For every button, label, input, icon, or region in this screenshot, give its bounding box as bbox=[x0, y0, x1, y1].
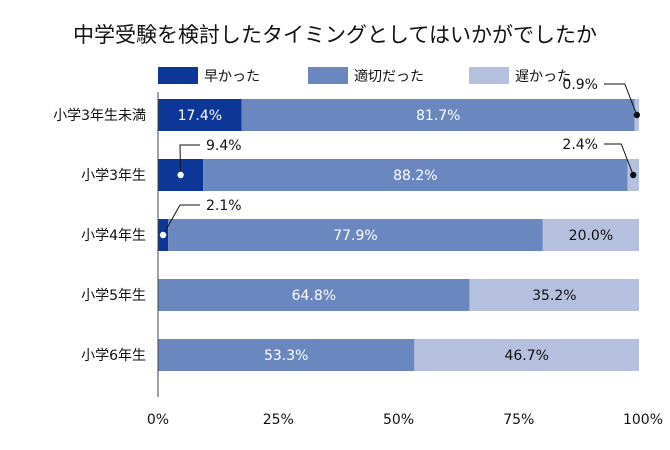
data-label: 20.0% bbox=[569, 228, 613, 244]
category-label: 小学3年生 bbox=[81, 168, 146, 184]
leader-dot bbox=[630, 171, 637, 179]
bar-segment bbox=[542, 219, 639, 251]
category-label: 小学6年生 bbox=[81, 348, 146, 364]
legend-swatch-2 bbox=[308, 67, 348, 84]
legend: 早かった 適切だった 遅かった bbox=[158, 67, 571, 85]
data-label: 0.9% bbox=[562, 77, 598, 93]
leader-dot bbox=[159, 231, 167, 239]
bar-segment bbox=[414, 339, 639, 371]
legend-label-2: 適切だった bbox=[354, 68, 424, 85]
data-label: 77.9% bbox=[333, 228, 377, 244]
bar-segment bbox=[241, 99, 635, 131]
legend-label-3: 遅かった bbox=[515, 69, 571, 85]
leader-dot bbox=[633, 111, 641, 119]
category-label: 小学5年生 bbox=[81, 288, 146, 304]
data-label: 17.4% bbox=[178, 108, 222, 124]
category-label: 小学4年生 bbox=[81, 228, 146, 244]
bar-segment bbox=[168, 219, 543, 251]
x-tick-label: 0% bbox=[147, 412, 169, 428]
x-tick-label: 25% bbox=[263, 412, 294, 428]
x-axis: 0% 25% 50% 75% 100% bbox=[147, 92, 663, 428]
data-label: 81.7% bbox=[416, 108, 460, 124]
leader-dot bbox=[177, 171, 184, 179]
data-label: 2.1% bbox=[206, 198, 242, 214]
data-label: 35.2% bbox=[532, 288, 576, 304]
chart-title: 中学受験を検討したタイミングとしてはいかがでしたか bbox=[73, 23, 597, 47]
annotations: 0.9% 9.4% 2.4% 2.1% bbox=[159, 77, 641, 239]
data-label: 46.7% bbox=[504, 348, 548, 364]
bar-segment bbox=[203, 159, 628, 191]
leader-line bbox=[604, 83, 638, 116]
leader-line bbox=[179, 144, 200, 176]
bar-segment bbox=[158, 279, 470, 311]
bar-segment bbox=[158, 339, 415, 371]
legend-swatch-1 bbox=[158, 67, 198, 84]
data-label: 64.8% bbox=[292, 288, 336, 304]
leader-line bbox=[162, 204, 200, 236]
bar-segment bbox=[158, 99, 242, 131]
data-label: 2.4% bbox=[562, 137, 598, 153]
legend-label-1: 早かった bbox=[204, 69, 260, 85]
legend-swatch-3 bbox=[469, 67, 509, 84]
leader-line bbox=[604, 143, 634, 176]
data-label: 88.2% bbox=[393, 168, 437, 184]
x-tick-label: 50% bbox=[383, 412, 414, 428]
data-label: 9.4% bbox=[206, 138, 242, 154]
category-label: 小学3年生未満 bbox=[53, 108, 146, 124]
x-tick-label: 100% bbox=[623, 412, 663, 428]
bar-segment bbox=[469, 279, 639, 311]
x-tick-label: 75% bbox=[503, 412, 534, 428]
data-label: 53.3% bbox=[264, 348, 308, 364]
